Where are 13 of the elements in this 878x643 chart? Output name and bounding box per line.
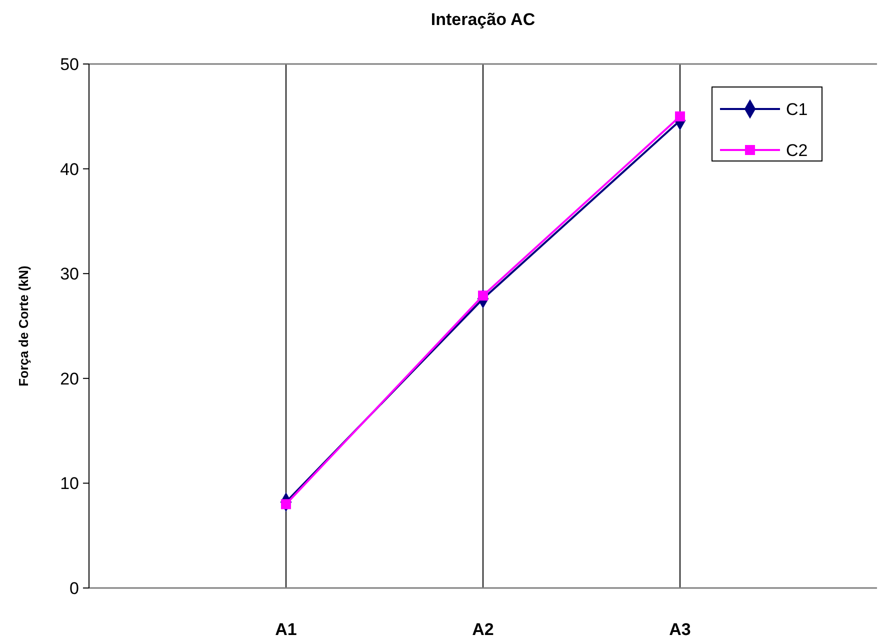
y-axis-title: Força de Corte (kN) [16,266,31,386]
y-tick-label: 30 [60,264,79,284]
y-tick-label: 0 [70,578,79,598]
chart-title: Interação AC [430,10,536,29]
y-tick-label: 10 [60,474,79,494]
x-tick-label: A2 [472,620,494,639]
legend-label: C2 [786,140,808,160]
legend-label: C1 [786,100,808,119]
x-tick-label: A1 [275,620,297,639]
y-tick-label: 40 [60,160,79,179]
y-tick-label: 50 [60,54,79,74]
x-tick-label: A3 [669,620,691,639]
y-tick-label: 20 [60,369,79,388]
